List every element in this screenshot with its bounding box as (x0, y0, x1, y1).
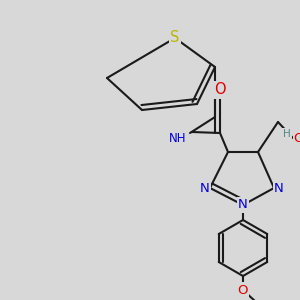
Text: O: O (238, 284, 248, 296)
Text: O: O (214, 82, 226, 98)
Text: O: O (294, 131, 300, 145)
Text: NH: NH (169, 131, 187, 145)
Text: N: N (200, 182, 210, 194)
Text: N: N (238, 199, 248, 212)
Text: H: H (283, 129, 291, 139)
Text: S: S (170, 31, 180, 46)
Text: N: N (274, 182, 284, 194)
